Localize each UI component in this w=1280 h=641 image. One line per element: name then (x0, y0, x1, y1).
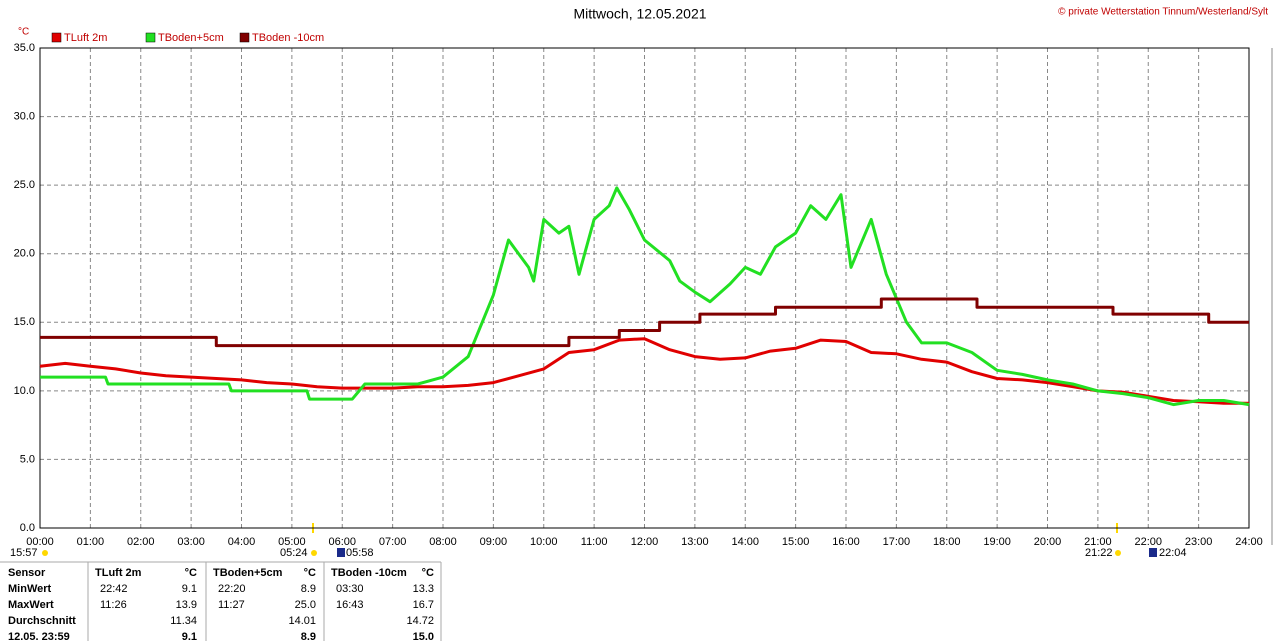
table-header: °C (304, 567, 316, 579)
legend-label: TBoden -10cm (252, 32, 324, 44)
table-cell: 25.0 (295, 599, 316, 611)
y-tick-label: 25.0 (14, 179, 35, 191)
x-tick-label: 17:00 (883, 536, 911, 548)
sun-icon (337, 548, 345, 557)
table-header: TBoden -10cm (331, 567, 407, 579)
table-cell: 8.9 (301, 631, 316, 641)
sun-icon (311, 550, 317, 556)
x-tick-label: 12:00 (631, 536, 659, 548)
table-cell: 22:20 (218, 583, 246, 595)
x-tick-label: 24:00 (1235, 536, 1263, 548)
table-header: TLuft 2m (95, 567, 142, 579)
x-tick-label: 08:00 (429, 536, 457, 548)
table-header: TBoden+5cm (213, 567, 283, 579)
sun-time: 15:57 (10, 547, 38, 559)
x-tick-label: 14:00 (731, 536, 759, 548)
x-tick-label: 10:00 (530, 536, 558, 548)
sun-icon (1149, 548, 1157, 557)
x-tick-label: 15:00 (782, 536, 810, 548)
x-tick-label: 00:00 (26, 536, 54, 548)
sun-icon (1115, 550, 1121, 556)
table-cell: 22:42 (100, 583, 128, 595)
table-cell: MaxWert (8, 599, 54, 611)
x-tick-label: 04:00 (228, 536, 256, 548)
table-cell: 9.1 (182, 583, 197, 595)
series-line (40, 186, 1250, 407)
x-tick-label: 07:00 (379, 536, 407, 548)
table-header: °C (185, 567, 197, 579)
plot-frame (39, 47, 1250, 529)
table-cell: Durchschnitt (8, 615, 76, 627)
table-cell: 11.34 (170, 615, 197, 627)
legend-swatch (51, 32, 62, 43)
sun-time: 22:04 (1159, 547, 1187, 559)
x-tick-label: 21:00 (1084, 536, 1112, 548)
sun-icon (42, 550, 48, 556)
series-line (39, 337, 1249, 405)
table-cell: 8.9 (301, 583, 316, 595)
table-cell: 15.0 (413, 631, 434, 641)
table-cell: 13.9 (176, 599, 197, 611)
table-cell: 11:27 (218, 599, 245, 611)
series-line (40, 297, 1249, 348)
legend-label: TLuft 2m (64, 32, 107, 44)
table-cell: 16:43 (336, 599, 364, 611)
sun-time: 05:58 (346, 547, 374, 559)
table-header: °C (422, 567, 434, 579)
y-tick-label: 10.0 (14, 385, 35, 397)
legend-swatch (239, 32, 250, 43)
x-tick-label: 16:00 (832, 536, 860, 548)
table-cell: 14.01 (288, 615, 316, 627)
x-tick-label: 18:00 (933, 536, 961, 548)
y-tick-label: 30.0 (14, 110, 35, 122)
x-tick-label: 11:00 (581, 536, 608, 548)
x-tick-label: 19:00 (983, 536, 1011, 548)
legend-swatch (145, 32, 156, 43)
table-cell: 9.1 (182, 631, 197, 641)
y-tick-label: 20.0 (14, 248, 35, 260)
y-tick-label: 0.0 (20, 522, 35, 534)
table-cell: 11:26 (100, 599, 127, 611)
table-cell: 03:30 (336, 583, 364, 595)
table-header: Sensor (8, 567, 46, 579)
sun-time: 05:24 (280, 547, 308, 559)
table-cell: 16.7 (413, 599, 434, 611)
table-cell: MinWert (8, 583, 52, 595)
y-tick-label: 35.0 (14, 42, 35, 54)
stats-table: Sensor TLuft 2m °C TBoden+5cm °C TBoden -10cm… (0, 561, 442, 641)
x-tick-label: 22:00 (1134, 536, 1162, 548)
legend-label: TBoden+5cm (158, 32, 224, 44)
x-tick-label: 23:00 (1185, 536, 1213, 548)
sun-time: 21:22 (1085, 547, 1113, 559)
x-tick-label: 05:00 (278, 536, 306, 548)
y-tick-label: 5.0 (20, 453, 35, 465)
x-tick-label: 01:00 (77, 536, 105, 548)
credit: © private Wetterstation Tinnum/Westerlan… (1058, 7, 1268, 18)
x-tick-label: 20:00 (1034, 536, 1062, 548)
table-cell: 13.3 (413, 583, 434, 595)
table-cell: 14.72 (406, 615, 434, 627)
y-tick-label: 15.0 (14, 316, 35, 328)
table-cell: 12.05. 23:59 (8, 631, 70, 641)
x-tick-label: 02:00 (127, 536, 155, 548)
x-tick-label: 09:00 (480, 536, 508, 548)
x-tick-label: 03:00 (177, 536, 205, 548)
chart-title: Mittwoch, 12.05.2021 (573, 6, 706, 22)
x-tick-label: 13:00 (681, 536, 709, 548)
y-unit: °C (18, 27, 29, 38)
x-tick-label: 06:00 (328, 536, 356, 548)
